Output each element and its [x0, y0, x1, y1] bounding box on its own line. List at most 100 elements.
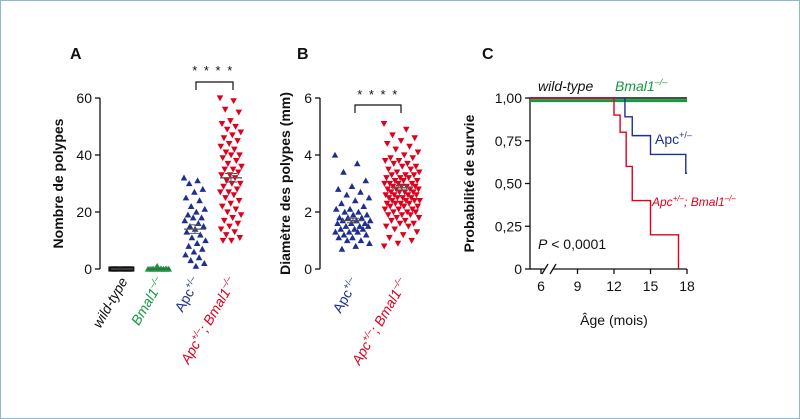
panel-a-point: [221, 106, 229, 113]
panel-b-point: [391, 226, 398, 233]
panel-b-point: [414, 149, 422, 156]
panel-a-point: [222, 195, 229, 202]
panel-b-point: [397, 138, 405, 145]
panel-a-point: [191, 188, 198, 195]
panel-b-point: [335, 234, 343, 241]
panel-b-point: [387, 155, 394, 162]
panel-b-point: [394, 195, 401, 202]
panel-b-point: [357, 237, 365, 244]
panel-b-point: [380, 121, 388, 127]
panel-b-point: [360, 203, 368, 209]
panel-a-point: [219, 237, 227, 244]
panel-a-point: [182, 194, 190, 201]
panel-b-point: [411, 135, 419, 142]
panel-b-point: [345, 228, 353, 235]
panel-a-point: [187, 203, 195, 209]
panel-b-point: [412, 163, 420, 170]
panel-b-point: [381, 158, 389, 164]
panel-b-label: B: [297, 46, 309, 63]
panel-a-y-tick-label: 0: [84, 261, 92, 277]
panel-b-point: [409, 189, 417, 196]
panel-b-point: [406, 143, 413, 150]
panel-a-point: [200, 222, 207, 229]
panel-a-point: [227, 200, 234, 207]
panel-a-marks: [108, 95, 245, 272]
panel-b-point: [392, 146, 400, 153]
panel-a-point: [192, 262, 200, 269]
panel-a-y-tick-label: 20: [76, 204, 92, 220]
panel-b-significance-bracket: [354, 104, 402, 113]
panel-a-point: [237, 180, 244, 187]
panel-b-point: [343, 237, 351, 244]
panel-a-point: [218, 121, 226, 127]
panel-b-point: [363, 211, 371, 218]
panel-a-point: [234, 220, 242, 227]
panel-b-point: [349, 211, 357, 218]
panel-b-point: [413, 178, 421, 184]
panel-a-point: [216, 95, 224, 102]
panel-a-point: [237, 212, 245, 219]
panel-b-point: [388, 197, 396, 204]
panel-a-point: [219, 155, 227, 162]
panel-b-point: [340, 168, 347, 175]
curve-label-apc: Apc+/–: [655, 130, 692, 147]
panel-a-point: [229, 215, 236, 221]
curve-label-wildtype: wild-type: [538, 78, 593, 94]
panel-c-axis-break: [549, 263, 557, 275]
category-label: Apc+/–; Bmal1–/–: [347, 274, 411, 368]
panel-a-point: [180, 174, 188, 181]
panel-b-point: [338, 245, 346, 252]
panel-a-point: [182, 251, 189, 258]
panel-b-y-axis-title: Diamètre des polypes (mm): [277, 92, 293, 275]
curve-label-apc-bmal1: Apc+/–; Bmal1–/–: [651, 194, 736, 209]
panel-a-point: [232, 123, 239, 130]
panel-a-point: [234, 138, 241, 145]
panel-b-point: [358, 214, 366, 221]
panel-b-point: [388, 172, 396, 179]
panel-b-point: [383, 140, 391, 147]
panel-a-point: [185, 180, 193, 187]
panel-c-axes: 0 0,25 0,50 0,75 1,00 Probabilité de survie 6 9…: [461, 90, 695, 328]
panel-a-point: [236, 152, 243, 159]
panel-b-point: [411, 183, 419, 190]
panel-b-point: [415, 169, 423, 176]
panel-b-point: [343, 191, 351, 198]
panel-a-point: [181, 217, 189, 224]
panel-b-point: [338, 200, 345, 207]
panel-b-point: [390, 209, 397, 216]
panel-b-point: [398, 212, 406, 219]
panel-a-significance: * * * *: [192, 63, 234, 78]
panel-a-point: [201, 260, 208, 266]
category-label: Apc+/–: [328, 275, 361, 315]
panel-b-point: [341, 208, 349, 215]
panel-c-x-axis-title: Âge (mois): [580, 312, 648, 328]
panel-a-point: [224, 209, 231, 216]
panel-b-point: [385, 195, 393, 202]
panel-b-point: [390, 160, 398, 167]
panel-a-point: [227, 118, 234, 125]
panel-b-point: [408, 237, 415, 244]
category-label: wild-type: [89, 274, 131, 330]
panel-a-point: [225, 189, 232, 196]
panel-a-y-axis-title: Nombre de polypes: [50, 118, 66, 248]
panel-b-point: [416, 197, 424, 204]
panel-b-point: [414, 203, 422, 210]
panel-b-point: [386, 180, 394, 187]
panel-b-point: [389, 132, 396, 139]
panel-b-point: [384, 186, 392, 193]
panel-b-point: [344, 214, 352, 221]
panel-b-point: [400, 203, 408, 210]
panel-a-point: [201, 205, 209, 212]
panel-b-point: [407, 212, 414, 219]
panel-c-y-tick-label: 0: [514, 261, 522, 277]
panel-b-point: [336, 214, 343, 221]
panel-b-point: [404, 192, 412, 199]
panel-a-point: [193, 208, 200, 215]
panel-a-point: [225, 140, 233, 147]
panel-b-point: [353, 160, 361, 167]
panel-b-axes: 0 2 4 6 Diamètre des polypes (mm): [277, 90, 321, 277]
panel-b-point: [410, 172, 418, 179]
panel-a-point: [224, 160, 232, 167]
panel-b-point: [332, 205, 340, 212]
